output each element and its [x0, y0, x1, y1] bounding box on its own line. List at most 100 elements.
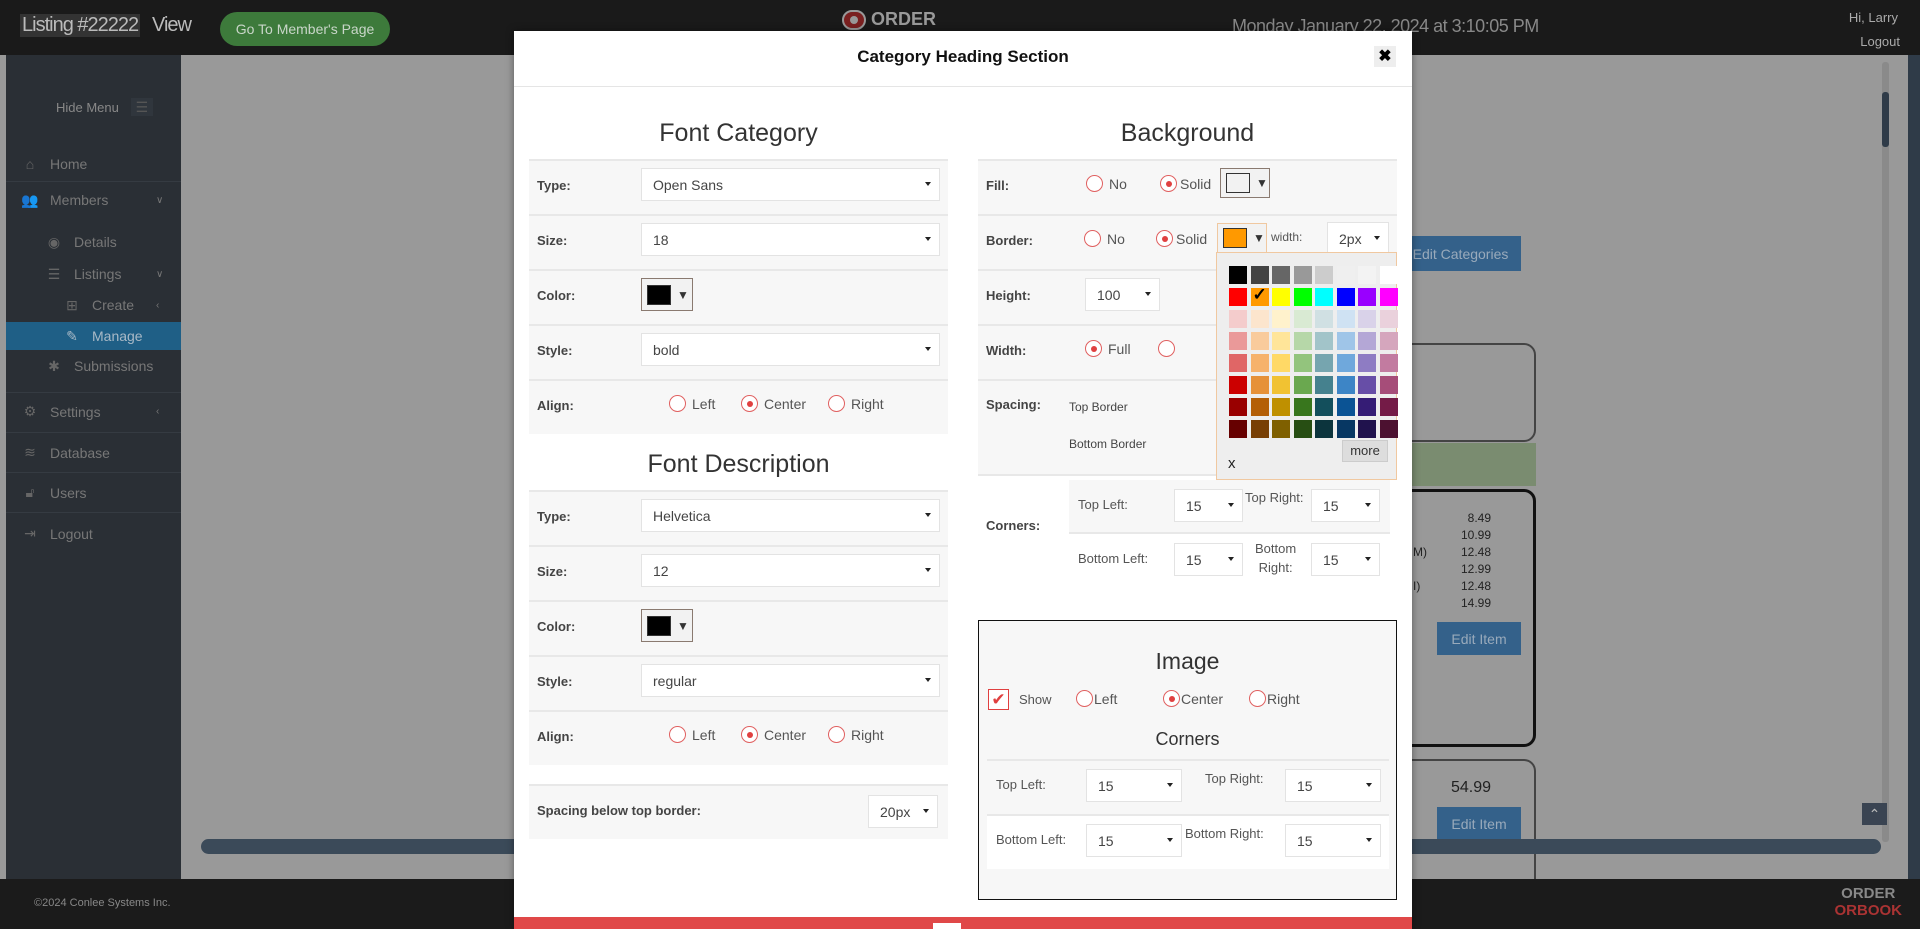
vertical-scrollbar-track[interactable]	[1882, 62, 1889, 842]
sidebar-item-manage[interactable]: ✎ Manage	[6, 322, 181, 350]
sidebar-item-details[interactable]: ◉ Details	[6, 229, 181, 255]
color-swatch[interactable]	[1358, 288, 1376, 306]
color-swatch[interactable]	[1272, 420, 1290, 438]
sidebar-item-users[interactable]: 🔓︎ Users	[6, 472, 181, 512]
color-swatch[interactable]	[1379, 288, 1398, 306]
sidebar-item-create[interactable]: ⊞ Create ‹	[6, 292, 181, 318]
border-color-picker[interactable]: ▼	[1217, 223, 1267, 253]
color-swatch[interactable]	[1229, 420, 1247, 438]
align-right-radio[interactable]: Right	[828, 726, 884, 743]
color-swatch[interactable]	[1272, 398, 1290, 416]
desc-size-select[interactable]: 12	[641, 554, 940, 587]
color-swatch[interactable]	[1379, 354, 1398, 372]
top-logout-link[interactable]: Logout	[1860, 34, 1900, 49]
color-swatch[interactable]	[1272, 376, 1290, 394]
color-swatch[interactable]	[1358, 420, 1376, 438]
font-type-select[interactable]: Open Sans	[641, 168, 940, 201]
go-to-member-page-button[interactable]: Go To Member's Page	[220, 12, 390, 46]
align-left-radio[interactable]: Left	[669, 726, 715, 743]
color-swatch[interactable]	[1358, 310, 1376, 328]
desc-style-select[interactable]: regular	[641, 664, 940, 697]
sidebar-item-submissions[interactable]: ✱ Submissions	[6, 353, 181, 379]
align-left-radio[interactable]: Left	[669, 395, 715, 412]
color-swatch[interactable]	[1315, 354, 1333, 372]
color-swatch[interactable]	[1315, 376, 1333, 394]
color-swatch[interactable]	[1272, 310, 1290, 328]
color-swatch[interactable]	[1293, 398, 1312, 416]
sidebar-item-database[interactable]: ≋ Database	[6, 432, 181, 472]
palette-clear-button[interactable]: x	[1228, 455, 1236, 472]
bg-bottom-left-select[interactable]: 15	[1174, 543, 1243, 576]
color-swatch[interactable]	[1229, 376, 1247, 394]
image-bottom-left-select[interactable]: 15	[1086, 824, 1182, 857]
color-swatch[interactable]	[1229, 354, 1247, 372]
image-top-right-select[interactable]: 15	[1285, 769, 1381, 802]
modal-footer-button[interactable]	[933, 923, 961, 929]
color-swatch[interactable]	[1379, 420, 1398, 438]
color-swatch[interactable]	[1229, 310, 1247, 328]
color-swatch[interactable]	[1315, 332, 1333, 350]
edit-categories-button[interactable]: Edit Categories	[1400, 236, 1521, 271]
color-swatch[interactable]	[1315, 398, 1333, 416]
align-right-radio[interactable]: Right	[828, 395, 884, 412]
desc-type-select[interactable]: Helvetica	[641, 499, 940, 532]
color-swatch[interactable]	[1336, 288, 1355, 306]
color-swatch[interactable]	[1272, 332, 1290, 350]
color-swatch[interactable]	[1250, 266, 1269, 284]
color-swatch[interactable]	[1229, 288, 1247, 306]
image-top-left-select[interactable]: 15	[1086, 769, 1182, 802]
edit-item-button[interactable]: Edit Item	[1437, 807, 1521, 840]
color-swatch[interactable]	[1336, 332, 1355, 350]
color-swatch[interactable]	[1336, 376, 1355, 394]
color-swatch[interactable]	[1250, 310, 1269, 328]
color-swatch[interactable]	[1250, 332, 1269, 350]
image-align-right-radio[interactable]: Right	[1249, 690, 1300, 707]
color-swatch[interactable]	[1336, 398, 1355, 416]
sidebar-item-logout[interactable]: ⇥ Logout	[6, 512, 181, 554]
color-swatch[interactable]	[1250, 354, 1269, 372]
color-swatch[interactable]	[1336, 354, 1355, 372]
color-swatch[interactable]	[1250, 285, 1269, 306]
page-scrollbar[interactable]	[1908, 55, 1920, 879]
color-swatch[interactable]	[1272, 354, 1290, 372]
vertical-scrollbar-thumb[interactable]	[1882, 92, 1889, 147]
color-swatch[interactable]	[1315, 420, 1333, 438]
edit-item-button[interactable]: Edit Item	[1437, 622, 1521, 655]
palette-more-button[interactable]: more	[1342, 440, 1388, 462]
font-style-select[interactable]: bold	[641, 333, 940, 366]
border-no-radio[interactable]: No	[1084, 230, 1125, 247]
color-swatch[interactable]	[1293, 354, 1312, 372]
color-swatch[interactable]	[1293, 288, 1312, 306]
color-swatch[interactable]	[1315, 288, 1333, 306]
hamburger-icon[interactable]: ☰	[130, 98, 153, 116]
image-align-left-radio[interactable]: Left	[1076, 690, 1117, 707]
align-center-radio[interactable]: Center	[741, 726, 806, 743]
color-swatch[interactable]	[1358, 332, 1376, 350]
color-swatch[interactable]	[1315, 266, 1333, 284]
color-swatch[interactable]	[1358, 398, 1376, 416]
bg-bottom-right-select[interactable]: 15	[1311, 543, 1380, 576]
color-swatch[interactable]	[1272, 266, 1290, 284]
color-swatch[interactable]	[1358, 266, 1376, 284]
color-swatch[interactable]	[1293, 310, 1312, 328]
view-link[interactable]: View	[152, 14, 192, 36]
width-custom-radio[interactable]	[1158, 340, 1175, 357]
bg-top-left-select[interactable]: 15	[1174, 489, 1243, 522]
color-swatch[interactable]	[1250, 376, 1269, 394]
hide-menu-toggle[interactable]: Hide Menu ☰	[56, 98, 153, 116]
color-swatch[interactable]	[1250, 398, 1269, 416]
sidebar-item-home[interactable]: ⌂ Home	[6, 147, 181, 181]
sidebar-item-listings[interactable]: ☰ Listings ∨	[6, 261, 181, 287]
color-swatch[interactable]	[1358, 376, 1376, 394]
align-center-radio[interactable]: Center	[741, 395, 806, 412]
color-swatch[interactable]	[1229, 332, 1247, 350]
fill-color-picker[interactable]: ▼	[1220, 168, 1270, 198]
color-swatch[interactable]	[1336, 420, 1355, 438]
color-swatch[interactable]	[1379, 398, 1398, 416]
border-width-select[interactable]: 2px	[1327, 222, 1389, 255]
color-swatch[interactable]	[1379, 310, 1398, 328]
close-icon[interactable]: ✖	[1374, 46, 1396, 67]
sidebar-item-members[interactable]: 👥 Members ∨	[6, 181, 181, 218]
back-to-top-button[interactable]: ⌃	[1862, 803, 1887, 825]
width-full-radio[interactable]: Full	[1085, 340, 1131, 357]
